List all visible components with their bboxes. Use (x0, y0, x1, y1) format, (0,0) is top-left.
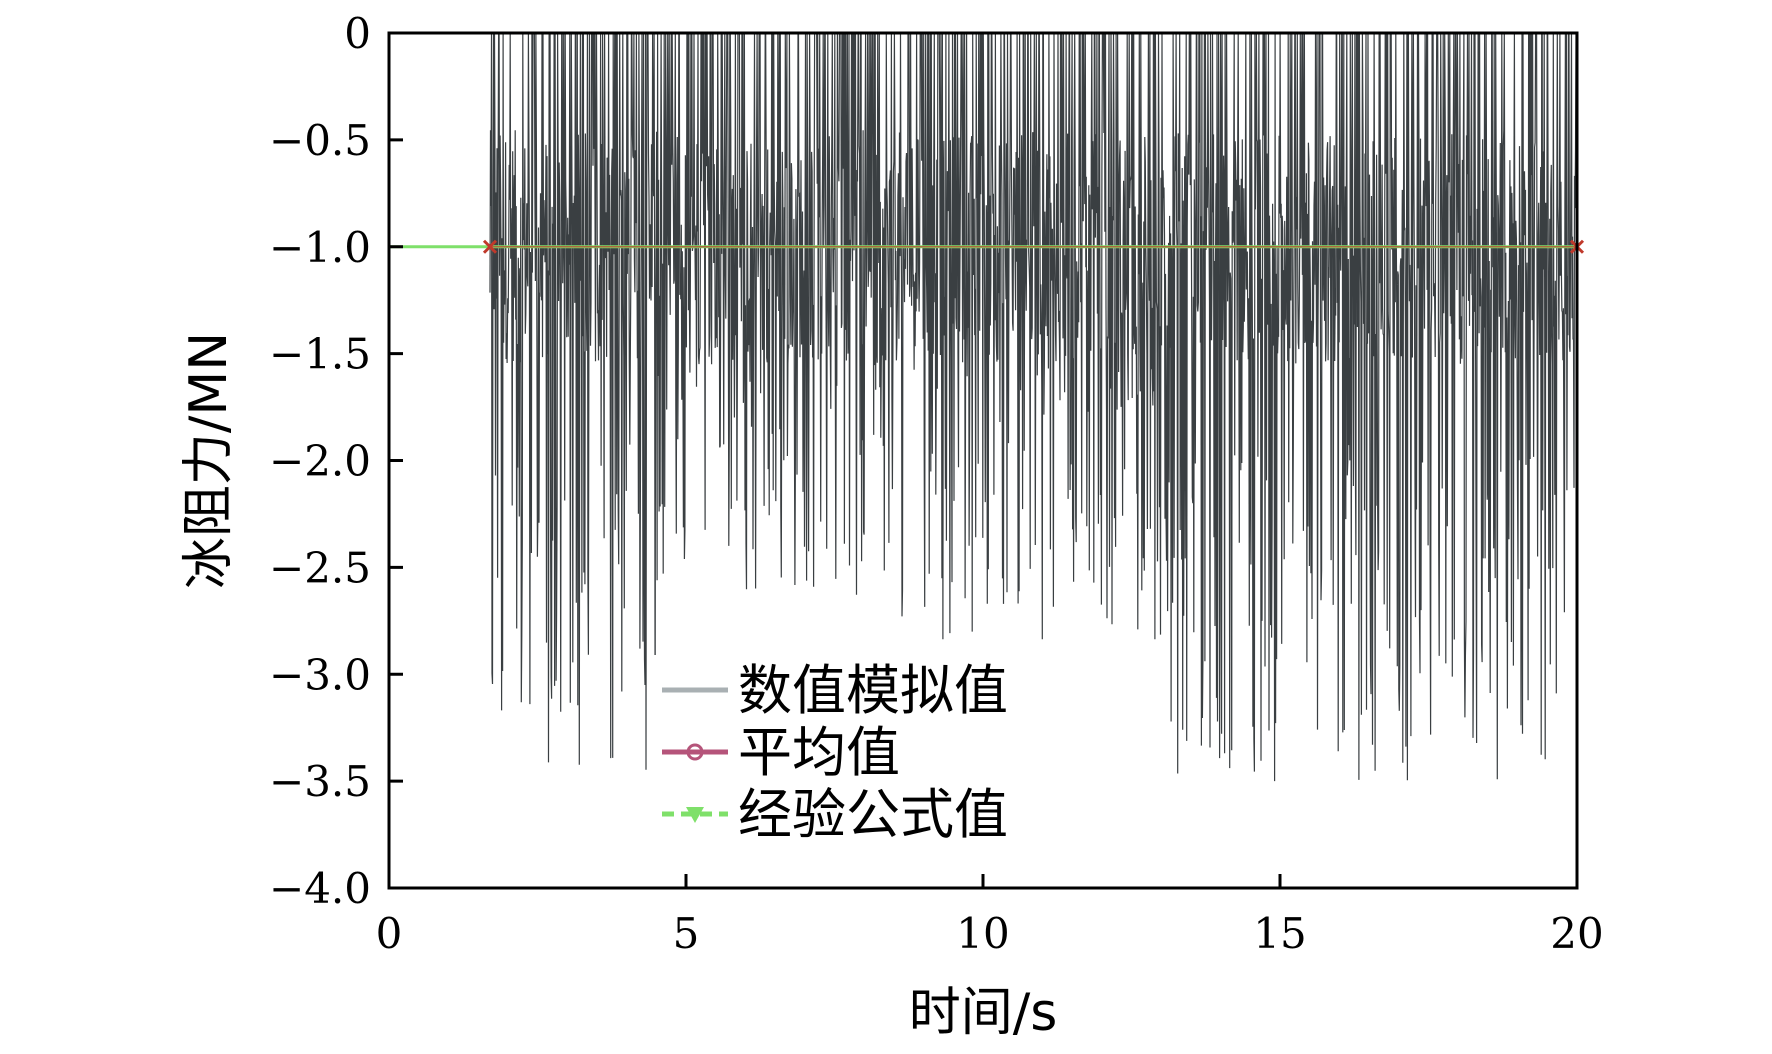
x-tick-label: 20 (1550, 909, 1603, 958)
x-axis-title: 时间/s (909, 983, 1058, 1043)
simulation-line (489, 32, 1578, 782)
y-tick-label: −3.5 (269, 757, 371, 806)
y-axis-title: 冰阻力/MN (179, 332, 239, 589)
y-tick-label: 0 (344, 9, 371, 58)
x-tick-label: 15 (1253, 909, 1306, 958)
x-tick-labels: 0 5 10 15 20 (376, 909, 1604, 958)
y-tick-label: −0.5 (269, 116, 371, 165)
y-tick-label: −3.0 (269, 650, 371, 699)
legend: 数值模拟值 平均值 经验公式值 (652, 655, 1052, 850)
y-tick-label: −2.5 (269, 543, 371, 592)
average-point (482, 239, 498, 254)
legend-average-marker (686, 743, 704, 761)
legend-simulation-label: 数值模拟值 (738, 659, 1008, 722)
legend-empirical-label: 经验公式值 (738, 783, 1008, 846)
x-tick-label: 10 (956, 909, 1009, 958)
y-tick-label: −1.0 (269, 223, 371, 272)
y-tick-label: −2.0 (269, 437, 371, 486)
simulation-series (489, 32, 1578, 782)
x-tick-label: 5 (673, 909, 700, 958)
legend-average-label: 平均值 (738, 721, 900, 784)
y-tick-label: −4.0 (269, 864, 371, 913)
y-tick-label: −1.5 (269, 330, 371, 379)
y-tick-labels: 0 −0.5 −1.0 −1.5 −2.0 −2.5 −3.0 −3.5 −4.0 (269, 9, 371, 913)
legend-empirical-marker (686, 807, 704, 823)
x-tick-label: 0 (376, 909, 403, 958)
axis-ticks (387, 31, 1579, 890)
